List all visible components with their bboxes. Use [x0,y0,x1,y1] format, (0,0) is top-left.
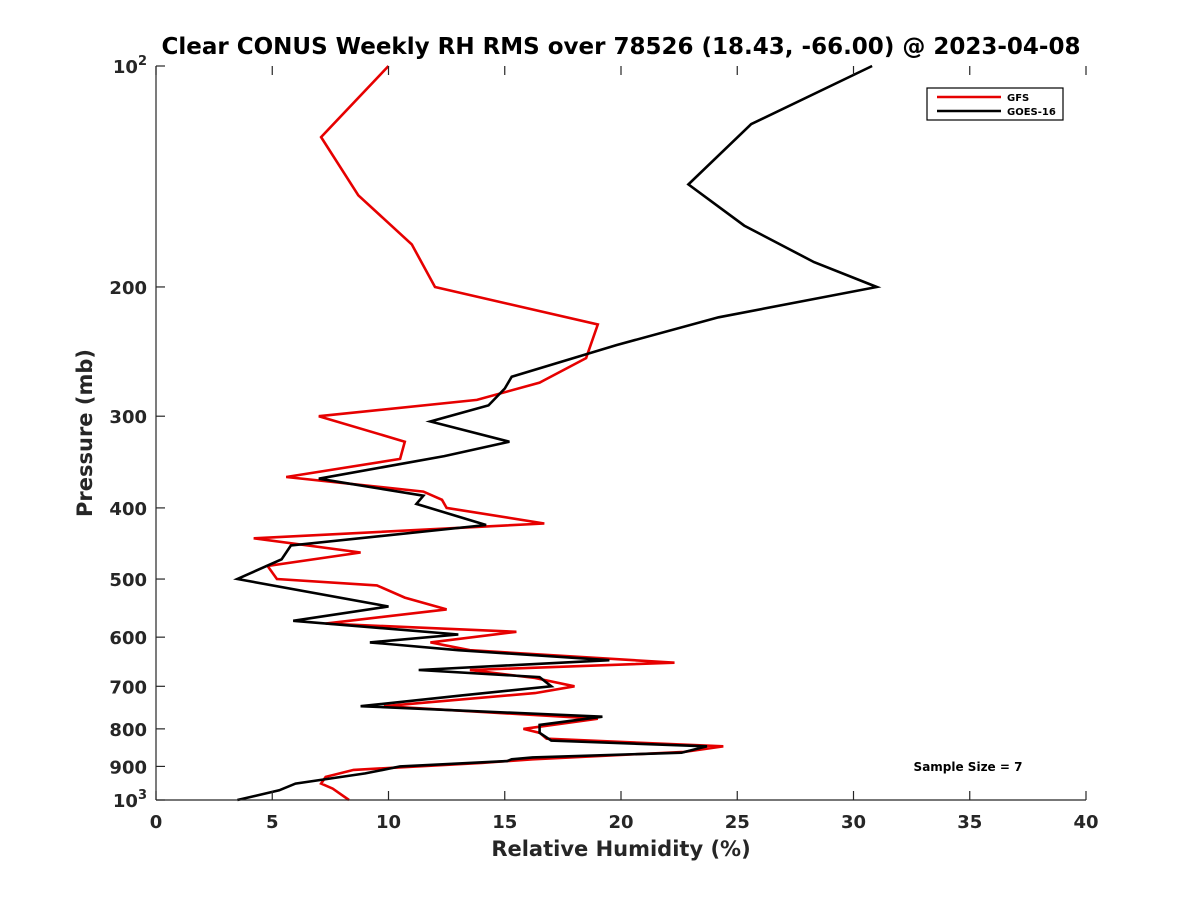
y-tick-label: 700 [109,677,147,698]
y-tick-label: 200 [109,278,147,299]
x-axis-label: Relative Humidity (%) [491,837,750,861]
legend-box [926,87,1064,121]
chart-title: Clear CONUS Weekly RH RMS over 78526 (18… [162,34,1081,60]
x-tick-label: 10 [376,812,401,833]
x-ticks: 0 5 10 15 20 25 30 35 40 [150,66,1099,833]
plot-background [156,66,1086,800]
x-tick-label: 30 [841,812,866,833]
legend: GFS GOES-16 [926,87,1064,121]
series-line-goes16 [233,64,882,802]
plot-area: 0 5 10 15 20 25 30 35 40 102 200 300 400 500 600 700 80… [109,54,1098,833]
y-tick-label: 600 [109,628,147,649]
x-tick-label: 0 [150,812,163,833]
x-tick-label: 20 [608,812,633,833]
series-layer [233,64,882,802]
y-ticks: 102 200 300 400 500 600 700 800 900 103 [109,54,165,812]
y-tick-label: 800 [109,720,147,741]
x-tick-label: 25 [725,812,750,833]
y-axis-label: Pressure (mb) [73,349,97,517]
y-tick-label: 102 [113,54,147,78]
y-tick-label: 900 [109,757,147,778]
sample-size-annotation: Sample Size = 7 [914,760,1023,774]
legend-label-goes16: GOES-16 [1007,107,1056,118]
x-tick-label: 40 [1073,812,1098,833]
legend-label-gfs: GFS [1007,93,1029,104]
x-tick-label: 5 [266,812,279,833]
x-tick-label: 35 [957,812,982,833]
y-tick-label: 300 [109,407,147,428]
y-tick-label: 103 [113,788,147,812]
x-tick-label: 15 [492,812,517,833]
y-tick-label: 500 [109,570,147,591]
y-tick-label: 400 [109,499,147,520]
